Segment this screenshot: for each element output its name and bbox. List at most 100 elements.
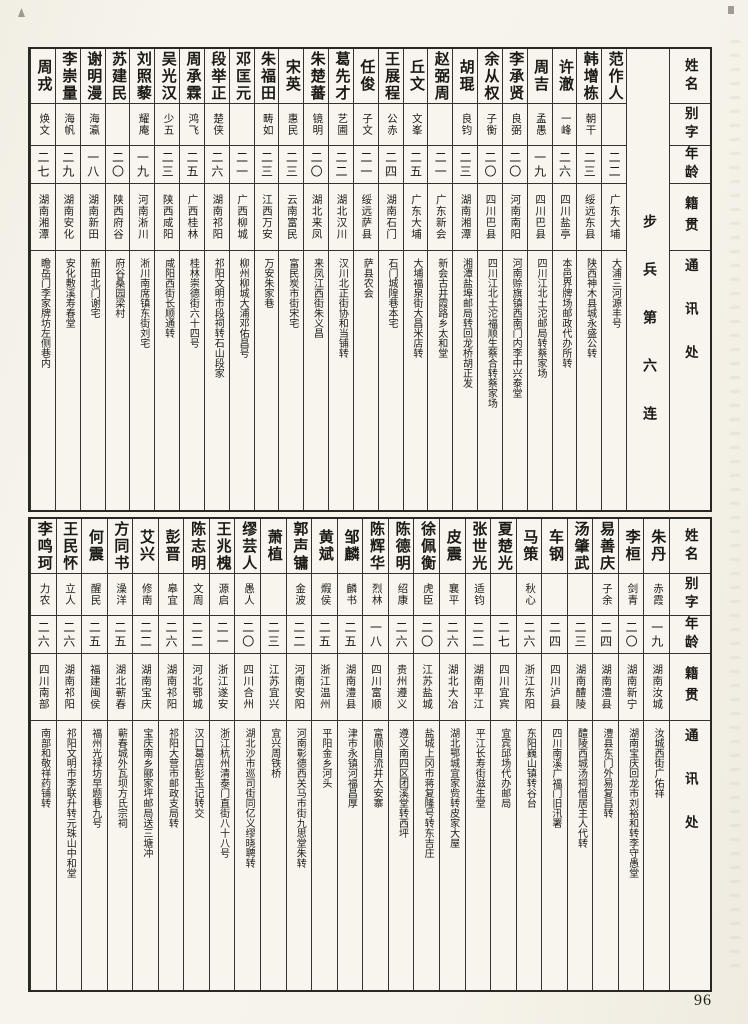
person-name: 李崇量: [60, 50, 77, 102]
person-alias: 文周: [191, 583, 203, 606]
person-age: 一八: [368, 620, 383, 649]
person-name: 朱福田: [259, 50, 275, 102]
person-name: 邹麟: [342, 529, 359, 563]
roster-column: 朱福田 畴如 二三 江西万安 万安朱家巷: [253, 49, 279, 510]
person-name: 李承贤: [507, 50, 524, 102]
person-name: 宋英: [283, 59, 300, 93]
alias-cell: [491, 574, 516, 616]
alias-cell: [542, 574, 567, 616]
alias-cell: 烈林: [363, 574, 388, 616]
person-name: 李鸣珂: [35, 520, 52, 572]
person-address: 祁阳大营市邮政支局转: [166, 728, 178, 828]
scan-speck-icon: [18, 8, 25, 17]
person-origin: 四川泸县: [548, 664, 560, 710]
origin-cell: 湖南祁阳: [158, 654, 184, 721]
person-address: 四川南溪广福门旧汛署: [549, 728, 561, 828]
address-cell: 汉口葛店彭玉记转交: [184, 721, 209, 990]
roster-column: 彭晋 皋宜 二六 湖南祁阳 祁阳大营市邮政支局转: [157, 519, 184, 990]
person-address: 汉口葛店彭玉记转交: [192, 728, 203, 818]
alias-cell: 源启: [209, 574, 235, 616]
person-address: 湘潭盐埠邮局转回龙桥胡正发: [460, 258, 472, 388]
person-origin: 广东新会: [434, 194, 446, 240]
person-age: 二六: [36, 620, 51, 649]
person-alias: 澡洋: [115, 583, 127, 606]
person-address: 湖南宝庆回龙市刘裕和转李守愚堂: [626, 728, 638, 878]
person-name: 朱楚蕃: [308, 50, 325, 102]
person-origin: 浙江东阳: [523, 664, 535, 710]
person-name: 朱丹: [649, 529, 666, 563]
address-cell: 湖南宝庆回龙市刘裕和转李守愚堂: [619, 721, 644, 990]
age-cell: 二四: [542, 616, 567, 654]
person-age: 二五: [342, 620, 357, 649]
person-origin: 四川宜宾: [497, 664, 509, 710]
roster-column: 苏建民 二〇 陕西府谷 府谷桑园梁村: [104, 49, 130, 510]
person-alias: 朝干: [584, 113, 596, 136]
person-alias: 鸿飞: [187, 113, 199, 136]
origin-cell: 广西柳城: [229, 184, 254, 251]
address-cell: 醴陵西城汤祠借居主人代转: [568, 721, 593, 990]
roster-column: 李崇量 海帆 二九 湖南安化 安化敷溪寿春堂: [54, 49, 80, 510]
roster-column: 宋英 惠民 二三 云南富民 富民炭市街宋宅: [278, 49, 304, 510]
person-name: 赵弼周: [432, 50, 449, 102]
person-name: 车钢: [546, 529, 563, 563]
person-name: 胡琨: [457, 59, 474, 93]
alias-cell: 海帆: [55, 104, 80, 146]
alias-cell: 焕文: [31, 104, 55, 146]
person-address: 瞻岳门李家牌坊左侧巷内: [38, 258, 50, 368]
roster-column: 周吉 孟愚 一九 四川巴县 四川江北土沱邮局转蔡家场: [526, 49, 552, 510]
alias-cell: 良钧: [453, 104, 478, 146]
scan-bleed-artifact: [730, 40, 740, 970]
age-cell: 二五: [82, 616, 107, 654]
person-address: 祁阳文明市李联升转元珠山中和堂: [64, 728, 76, 878]
alias-cell: [261, 574, 286, 616]
alias-cell: 镜明: [304, 104, 329, 146]
person-alias: 文峯: [410, 113, 422, 136]
address-cell: 大埔福泉街大昌米店转: [404, 251, 428, 510]
roster-column: 陈德明 绍康 二六 贵州遵义 遵义南四区团溪堂转西坪: [387, 519, 414, 990]
age-cell: 二五: [312, 616, 337, 654]
person-origin: 四川盐亭: [558, 194, 570, 240]
person-name: 王兆槐: [214, 520, 231, 572]
name-cell: 朱福田: [254, 49, 279, 104]
person-address: 浙江杭州清泰门直街八十八号: [217, 728, 229, 858]
origin-cell: 河南安阳: [286, 654, 312, 721]
roster-column: 韩增栋 朝干 二三 绥远东县 陕西神木县城永盛公转: [576, 49, 602, 510]
person-address: 四川江北土沱邮局转蔡家场: [535, 258, 546, 378]
alias-cell: 醒民: [82, 574, 107, 616]
person-address: 宜兴周铁桥: [268, 728, 280, 778]
person-age: 二二: [138, 620, 153, 649]
person-name: 郭声镛: [291, 520, 308, 572]
address-cell: 盐城上冈市蒋复隆号转东吉庄: [414, 721, 439, 990]
person-origin: 广东大埔: [608, 194, 620, 240]
header-column: 姓名 别字 年龄 籍贯 通讯处: [669, 49, 710, 510]
person-age: 二六: [557, 150, 572, 179]
person-name: 汤肇武: [572, 520, 589, 572]
name-cell: 朱丹: [644, 519, 669, 574]
person-age: 二〇: [482, 150, 497, 179]
person-age: 二四: [598, 620, 613, 649]
alias-cell: 畴如: [254, 104, 279, 146]
person-address: 石门城隍巷本宅: [386, 258, 398, 328]
person-origin: 广西柳城: [236, 194, 248, 240]
address-cell: 新会古井霞路乡太和堂: [428, 251, 452, 510]
person-address: 四川江北土沱福顺生蔡合转蔡家场: [485, 258, 497, 408]
person-alias: 源启: [217, 583, 229, 606]
person-alias: 子衡: [485, 113, 497, 136]
header-age: 年龄: [670, 616, 710, 654]
person-name: 马策: [521, 529, 538, 563]
alias-cell: [567, 574, 593, 616]
age-cell: 一九: [527, 146, 552, 184]
origin-cell: 四川巴县: [478, 184, 502, 251]
person-alias: 孟愚: [534, 113, 546, 136]
address-cell: 宜宾邱场代办邮局: [491, 721, 516, 990]
person-name: 陈志明: [189, 520, 206, 572]
address-cell: 大浦三河源丰号: [602, 251, 626, 510]
name-cell: 范作人: [602, 49, 626, 104]
person-alias: 皋宜: [166, 583, 178, 606]
age-cell: 二〇: [105, 146, 130, 184]
age-cell: 二一: [353, 146, 378, 184]
alias-cell: 文周: [184, 574, 209, 616]
name-cell: 彭晋: [158, 519, 184, 574]
person-address: 津市永镇河福昌厚: [345, 728, 357, 808]
person-origin: 湖南新田: [87, 194, 99, 240]
